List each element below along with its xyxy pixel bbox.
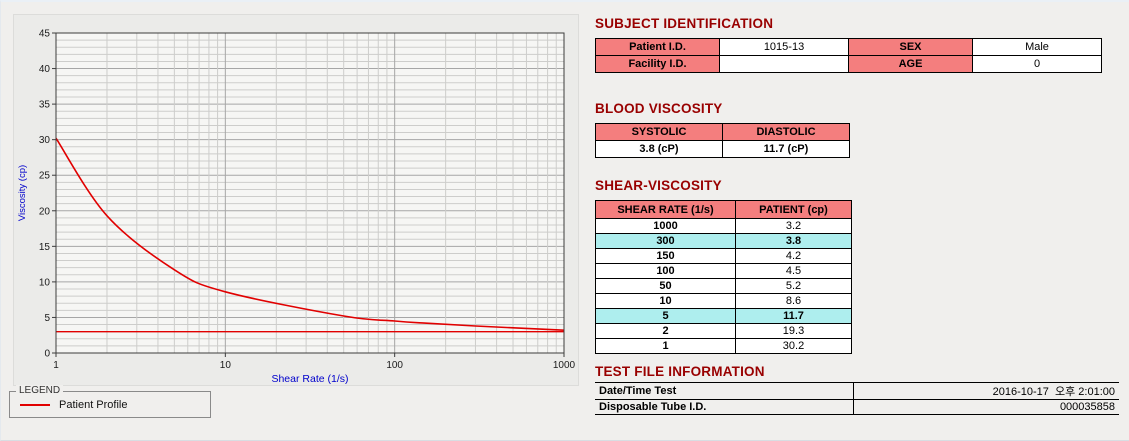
shear-rate-cell: 1000	[595, 218, 736, 234]
patient-cp-header: PATIENT (cp)	[735, 200, 852, 219]
age-value: 0	[972, 55, 1102, 73]
shear-viscosity-row: 10 8.6	[595, 293, 852, 309]
svg-text:20: 20	[39, 206, 51, 217]
svg-text:0: 0	[44, 349, 50, 360]
age-label: AGE	[848, 55, 973, 73]
svg-text:100: 100	[386, 360, 403, 371]
svg-text:25: 25	[39, 171, 51, 182]
shear-viscosity-row: 100 4.5	[595, 263, 852, 279]
test-file-information-section: TEST FILE INFORMATION Date/Time Test 201…	[595, 364, 1119, 415]
shear-rate-cell: 150	[595, 248, 736, 264]
table-row: Patient I.D. 1015-13 SEX Male	[595, 38, 1102, 56]
shear-viscosity-row: 5 11.7	[595, 308, 852, 324]
svg-text:45: 45	[39, 29, 51, 40]
table-row: Date/Time Test 2016-10-17 오후 2:01:00	[595, 382, 1119, 400]
legend-box: LEGEND Patient Profile	[9, 385, 211, 418]
patient-cp-cell: 11.7	[735, 308, 852, 324]
patient-cp-cell: 19.3	[735, 323, 852, 339]
chart-area: 0 5 10 15 20 25 30 35 40 45 1 10 100 1000 Shear Rate (…	[13, 14, 579, 386]
shear-viscosity-row: 1 30.2	[595, 338, 852, 354]
svg-text:30: 30	[39, 135, 51, 146]
facility-id-label: Facility I.D.	[595, 55, 720, 73]
patient-cp-cell: 8.6	[735, 293, 852, 309]
svg-text:1: 1	[53, 360, 59, 371]
shear-viscosity-section: SHEAR-VISCOSITY SHEAR RATE (1/s) PATIENT…	[595, 178, 1119, 354]
patient-cp-cell: 3.8	[735, 233, 852, 249]
blood-viscosity-section: BLOOD VISCOSITY SYSTOLIC DIASTOLIC 3.8 (…	[595, 101, 1119, 158]
patient-cp-cell: 3.2	[735, 218, 852, 234]
systolic-header: SYSTOLIC	[595, 123, 723, 141]
shear-viscosity-title: SHEAR-VISCOSITY	[595, 178, 722, 193]
table-row: Facility I.D. AGE 0	[595, 55, 1102, 73]
svg-text:40: 40	[39, 64, 51, 75]
patient-id-value: 1015-13	[719, 38, 849, 56]
subject-identification-table: Patient I.D. 1015-13 SEX Male Facility I…	[595, 38, 1102, 73]
shear-rate-cell: 5	[595, 308, 736, 324]
shear-rate-cell: 1	[595, 338, 736, 354]
shear-rate-cell: 100	[595, 263, 736, 279]
disposable-tube-id-label: Disposable Tube I.D.	[595, 399, 853, 415]
svg-text:35: 35	[39, 100, 51, 111]
systolic-value: 3.8 (cP)	[595, 140, 723, 158]
sex-value: Male	[972, 38, 1102, 56]
shear-rate-cell: 50	[595, 278, 736, 294]
shear-rate-cell: 10	[595, 293, 736, 309]
blood-viscosity-table: SYSTOLIC DIASTOLIC 3.8 (cP) 11.7 (cP)	[595, 123, 850, 158]
svg-text:15: 15	[39, 242, 51, 253]
patient-cp-cell: 5.2	[735, 278, 852, 294]
diastolic-header: DIASTOLIC	[722, 123, 850, 141]
shear-viscosity-chart: 0 5 10 15 20 25 30 35 40 45 1 10 100 1000 Shear Rate (…	[17, 29, 576, 386]
svg-text:5: 5	[44, 313, 50, 324]
shear-viscosity-row: 150 4.2	[595, 248, 852, 264]
table-row: SYSTOLIC DIASTOLIC	[595, 123, 850, 141]
shear-viscosity-row: 300 3.8	[595, 233, 852, 249]
shear-viscosity-table: SHEAR RATE (1/s) PATIENT (cp) 1000 3.2 3…	[595, 200, 852, 354]
facility-id-value	[719, 55, 849, 73]
legend-title: LEGEND	[16, 385, 64, 396]
subject-identification-title: SUBJECT IDENTIFICATION	[595, 16, 774, 31]
svg-text:10: 10	[39, 277, 51, 288]
patient-cp-cell: 30.2	[735, 338, 852, 354]
test-file-information-title: TEST FILE INFORMATION	[595, 364, 765, 379]
svg-text:10: 10	[220, 360, 232, 371]
sex-label: SEX	[848, 38, 973, 56]
shear-viscosity-row: 1000 3.2	[595, 218, 852, 234]
svg-text:1000: 1000	[553, 360, 576, 371]
table-header-row: SHEAR RATE (1/s) PATIENT (cp)	[595, 200, 852, 219]
diastolic-value: 11.7 (cP)	[722, 140, 850, 158]
table-row: Disposable Tube I.D. 000035858	[595, 399, 1119, 415]
date-time-test-value: 2016-10-17 오후 2:01:00	[852, 382, 1119, 400]
shear-rate-cell: 2	[595, 323, 736, 339]
shear-viscosity-row: 50 5.2	[595, 278, 852, 294]
date-time-test-label: Date/Time Test	[595, 382, 853, 400]
patient-profile-line-swatch	[20, 404, 50, 406]
legend-item-label: Patient Profile	[59, 399, 128, 411]
svg-text:Viscosity (cp): Viscosity (cp)	[17, 165, 28, 221]
disposable-tube-id-value: 000035858	[852, 399, 1119, 415]
report-panel: SUBJECT IDENTIFICATION Patient I.D. 1015…	[595, 16, 1119, 415]
svg-text:Shear Rate (1/s): Shear Rate (1/s)	[271, 373, 348, 385]
patient-cp-cell: 4.5	[735, 263, 852, 279]
legend-item: Patient Profile	[10, 392, 210, 418]
table-row: 3.8 (cP) 11.7 (cP)	[595, 140, 850, 158]
subject-identification-section: SUBJECT IDENTIFICATION Patient I.D. 1015…	[595, 16, 1119, 73]
blood-viscosity-title: BLOOD VISCOSITY	[595, 101, 723, 116]
shear-rate-header: SHEAR RATE (1/s)	[595, 200, 736, 219]
patient-id-label: Patient I.D.	[595, 38, 720, 56]
shear-viscosity-row: 2 19.3	[595, 323, 852, 339]
test-file-information-table: Date/Time Test 2016-10-17 오후 2:01:00 Dis…	[595, 382, 1119, 415]
shear-rate-cell: 300	[595, 233, 736, 249]
patient-cp-cell: 4.2	[735, 248, 852, 264]
